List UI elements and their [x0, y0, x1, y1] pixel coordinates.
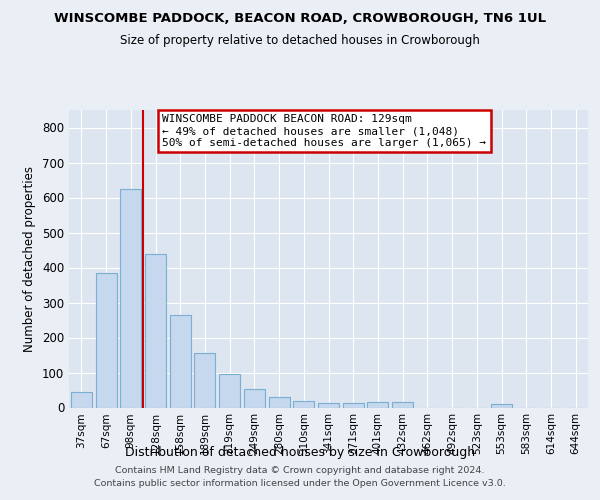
Y-axis label: Number of detached properties: Number of detached properties	[23, 166, 37, 352]
Bar	[343, 404, 364, 407]
Text: WINSCOMBE PADDOCK BEACON ROAD: 129sqm
← 49% of detached houses are smaller (1,04: WINSCOMBE PADDOCK BEACON ROAD: 129sqm ← …	[163, 114, 487, 148]
Bar	[95, 273, 116, 407]
Bar	[491, 404, 512, 407]
Text: Contains HM Land Registry data © Crown copyright and database right 2024.
Contai: Contains HM Land Registry data © Crown c…	[94, 466, 506, 487]
Bar	[318, 404, 339, 407]
Bar	[194, 353, 215, 408]
Bar	[71, 392, 92, 407]
Bar	[244, 390, 265, 407]
Text: Distribution of detached houses by size in Crowborough: Distribution of detached houses by size …	[125, 446, 475, 459]
Bar	[269, 397, 290, 407]
Bar	[392, 402, 413, 407]
Bar	[170, 315, 191, 408]
Text: Size of property relative to detached houses in Crowborough: Size of property relative to detached ho…	[120, 34, 480, 47]
Bar	[145, 254, 166, 408]
Bar	[367, 402, 388, 407]
Bar	[293, 401, 314, 407]
Text: WINSCOMBE PADDOCK, BEACON ROAD, CROWBOROUGH, TN6 1UL: WINSCOMBE PADDOCK, BEACON ROAD, CROWBORO…	[54, 12, 546, 26]
Bar	[120, 188, 141, 408]
Bar	[219, 374, 240, 408]
